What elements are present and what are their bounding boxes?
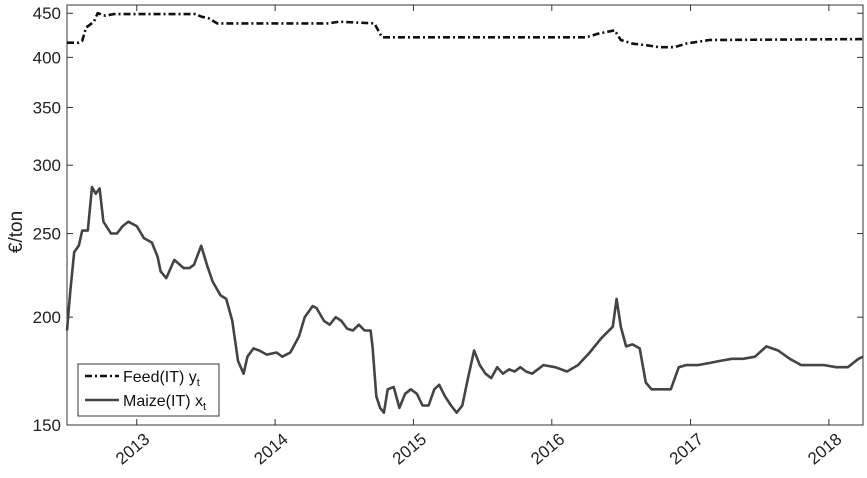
x-tick-label: 2014 — [250, 430, 291, 469]
plot-area — [66, 4, 864, 426]
y-axis-ticks: 150 200 250 300 350 400 450 — [33, 4, 863, 435]
x-tick-label: 2015 — [389, 430, 430, 469]
x-tick-label: 2013 — [112, 430, 153, 469]
y-tick-label: 200 — [33, 308, 61, 327]
legend-box — [77, 363, 220, 417]
series-layer — [65, 11, 864, 414]
x-tick-label: 2017 — [666, 430, 707, 469]
y-tick-label: 450 — [33, 4, 61, 23]
y-tick-label: 300 — [33, 156, 61, 175]
y-tick-label: 350 — [33, 98, 61, 117]
y-tick-label: 400 — [33, 48, 61, 67]
y-tick-label: 150 — [33, 416, 61, 435]
x-tick-label: 2016 — [527, 430, 568, 469]
x-tick-label: 2018 — [804, 430, 845, 469]
y-tick-label: 250 — [33, 225, 61, 244]
legend-label-maize: Maize(IT) xt — [123, 393, 206, 413]
series-line-maize — [65, 185, 864, 414]
y-axis-label: €/ton — [6, 211, 27, 253]
legend-label-feed: Feed(IT) yt — [123, 369, 200, 389]
legend: Feed(IT) yt Maize(IT) xt — [77, 363, 220, 417]
series-line-feed — [67, 11, 864, 49]
